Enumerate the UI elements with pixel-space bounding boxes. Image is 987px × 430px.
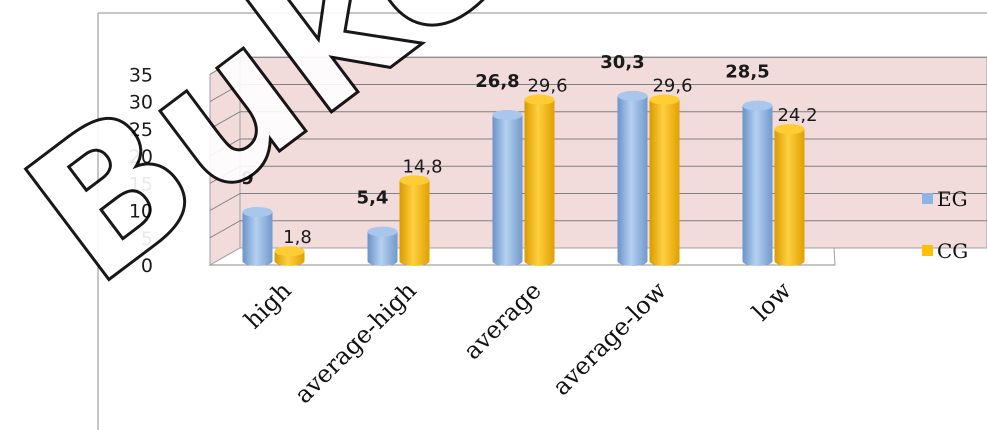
y-tick-label: 20 (129, 146, 153, 168)
data-label: 9 (241, 168, 254, 189)
bar-body (774, 129, 805, 266)
x-tick-label: average (458, 276, 547, 365)
bar-top (649, 94, 680, 105)
bar-eg-average (492, 109, 523, 266)
bar-top (774, 124, 805, 135)
bars (242, 90, 805, 267)
y-tick-label: 0 (141, 255, 153, 277)
bar-body (242, 211, 273, 266)
bar-top (242, 206, 273, 217)
x-tick-label: average-low (547, 276, 672, 401)
gridline-side (209, 111, 241, 130)
y-tick-label: 30 (129, 92, 153, 114)
data-label: 28,5 (725, 62, 769, 83)
bar-top (742, 100, 773, 111)
bar-eg-average-high (367, 226, 398, 266)
data-label: 1,8 (283, 227, 312, 248)
bar-body (399, 180, 430, 266)
bar-top (524, 94, 555, 105)
bar-body (742, 105, 773, 266)
x-tick-label: low (747, 276, 797, 326)
bar-body (367, 231, 398, 266)
legend: EG CG (922, 187, 968, 263)
bar-top (617, 90, 648, 101)
bar-eg-average-low (617, 90, 648, 267)
legend-label-eg: EG (937, 187, 968, 211)
data-label: 24,2 (777, 105, 817, 126)
data-label: 26,8 (475, 71, 519, 92)
gridline-side (209, 138, 241, 157)
bar-eg-high (242, 206, 273, 266)
bar-top (492, 109, 523, 120)
bar-cg-low (774, 124, 805, 266)
y-tick-label: 25 (129, 119, 153, 141)
data-label: 14,8 (402, 156, 442, 177)
gridline-side (209, 56, 241, 75)
x-tick-label: average-high (289, 276, 422, 409)
gridline-side (209, 165, 241, 184)
x-tick-label: high (239, 276, 297, 334)
bar-top (367, 226, 398, 237)
gridline-side (209, 193, 241, 211)
gridline-side (209, 84, 241, 102)
y-tick-label: 15 (129, 173, 153, 195)
bar-cg-high (274, 246, 305, 266)
bar-cg-average-high (399, 175, 430, 266)
bar-body (492, 114, 523, 266)
bar-eg-low (742, 100, 773, 266)
y-tick-label: 5 (141, 228, 153, 250)
bar-cg-average (524, 94, 555, 267)
bar-top (274, 246, 305, 257)
bar-body (617, 95, 648, 267)
data-labels: 9 5,4 26,8 30,3 28,5 1,8 14,8 29,6 29,6 24,2 (241, 52, 817, 248)
bar-body (524, 99, 555, 267)
bar-top (399, 175, 430, 186)
y-tick-label: 10 (129, 201, 153, 223)
y-tick-label: 35 (129, 64, 153, 86)
data-label: 5,4 (357, 188, 389, 209)
legend-label-cg: CG (937, 239, 968, 263)
bar-body (649, 99, 680, 267)
bar-cg-average-low (649, 94, 680, 267)
data-label: 30,3 (600, 52, 644, 73)
gridline-side (209, 220, 241, 239)
data-label: 29,6 (527, 76, 567, 97)
legend-swatch-eg (922, 193, 933, 204)
legend-swatch-cg (922, 245, 933, 256)
data-label: 29,6 (652, 76, 692, 97)
y-axis: 0 5 10 15 20 25 30 35 (129, 64, 153, 277)
